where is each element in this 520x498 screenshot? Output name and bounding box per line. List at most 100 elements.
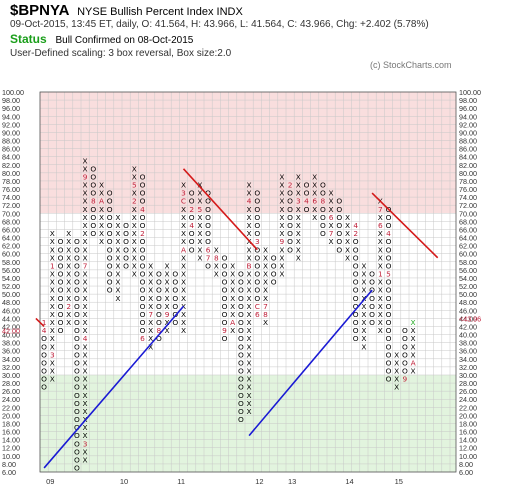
- o-mark: O: [386, 213, 392, 222]
- index-name: NYSE Bullish Percent Index: [77, 6, 214, 18]
- o-mark: O: [140, 221, 146, 230]
- x-mark: X: [50, 342, 55, 351]
- y-tick-label-right: 38.00: [459, 339, 477, 348]
- month-mark: 2: [189, 205, 194, 214]
- x-mark: X: [411, 318, 416, 327]
- x-mark: X: [394, 350, 399, 359]
- o-mark: O: [254, 229, 260, 238]
- o-mark: O: [287, 229, 293, 238]
- x-mark: X: [148, 278, 153, 287]
- month-mark: 4: [42, 326, 47, 335]
- o-mark: O: [189, 245, 195, 254]
- x-mark: X: [279, 181, 284, 190]
- o-mark: O: [353, 261, 359, 270]
- x-mark: X: [197, 213, 202, 222]
- o-mark: O: [140, 189, 146, 198]
- x-mark: X: [50, 294, 55, 303]
- x-mark: X: [83, 407, 88, 416]
- x-mark: X: [181, 205, 186, 214]
- y-tick-label-right: 56.00: [459, 266, 477, 275]
- o-mark: O: [205, 213, 211, 222]
- o-mark: O: [74, 245, 80, 254]
- o-mark: O: [107, 189, 113, 198]
- x-mark: X: [181, 294, 186, 303]
- month-mark: 4: [140, 205, 145, 214]
- o-mark: O: [238, 383, 244, 392]
- o-mark: O: [58, 245, 64, 254]
- x-mark: X: [83, 455, 88, 464]
- o-mark: O: [74, 302, 80, 311]
- x-mark: X: [247, 181, 252, 190]
- y-tick-label-right: 58.00: [459, 258, 477, 267]
- x-mark: X: [394, 367, 399, 376]
- o-mark: O: [386, 278, 392, 287]
- x-mark: X: [165, 318, 170, 327]
- o-mark: O: [41, 358, 47, 367]
- x-mark: X: [115, 245, 120, 254]
- x-mark: X: [411, 334, 416, 343]
- month-mark: A: [99, 197, 104, 206]
- x-mark: X: [50, 326, 55, 335]
- o-mark: O: [353, 253, 359, 262]
- y-tick-label-left: 6.00: [2, 468, 16, 477]
- o-mark: O: [74, 375, 80, 384]
- x-mark: X: [378, 318, 383, 327]
- y-tick-label-left: 20.00: [2, 411, 20, 420]
- x-mark: X: [50, 310, 55, 319]
- month-mark: 8: [157, 326, 162, 335]
- x-mark: X: [83, 189, 88, 198]
- x-mark: X: [83, 270, 88, 279]
- x-mark: X: [165, 302, 170, 311]
- o-mark: O: [386, 221, 392, 230]
- o-mark: O: [353, 302, 359, 311]
- y-tick-label-left: 12.00: [2, 444, 20, 453]
- y-tick-label-right: 90.00: [459, 128, 477, 137]
- x-mark: X: [247, 399, 252, 408]
- y-tick-label-right: 98.00: [459, 96, 477, 105]
- o-mark: O: [222, 334, 228, 343]
- o-mark: O: [74, 407, 80, 416]
- o-mark: O: [336, 221, 342, 230]
- o-mark: O: [140, 237, 146, 246]
- o-mark: O: [90, 229, 96, 238]
- o-mark: O: [336, 229, 342, 238]
- chart-name: NYSE Bullish Percent Index INDX: [77, 6, 243, 18]
- o-mark: O: [287, 221, 293, 230]
- o-mark: O: [90, 181, 96, 190]
- month-mark: 7: [206, 253, 211, 262]
- x-mark: X: [132, 172, 137, 181]
- y-tick-label-left: 86.00: [2, 145, 20, 154]
- o-mark: O: [386, 375, 392, 384]
- x-mark: X: [181, 229, 186, 238]
- x-mark: X: [279, 253, 284, 262]
- y-tick-label-right: 70.00: [459, 209, 477, 218]
- o-mark: O: [386, 326, 392, 335]
- o-mark: O: [140, 172, 146, 181]
- y-tick-label-right: 14.00: [459, 436, 477, 445]
- o-mark: O: [222, 294, 228, 303]
- o-mark: O: [74, 383, 80, 392]
- o-mark: O: [254, 197, 260, 206]
- y-tick-label-right: 66.00: [459, 225, 477, 234]
- x-mark: X: [378, 245, 383, 254]
- o-mark: O: [254, 189, 260, 198]
- chart-symbol-line: $BPNYA NYSE Bullish Percent Index INDX: [10, 2, 243, 19]
- o-mark: O: [254, 245, 260, 254]
- y-tick-label-right: 20.00: [459, 411, 477, 420]
- x-mark: X: [83, 229, 88, 238]
- month-mark: B: [247, 261, 252, 270]
- o-mark: O: [336, 197, 342, 206]
- x-mark: X: [66, 310, 71, 319]
- x-mark: X: [83, 278, 88, 287]
- o-mark: O: [238, 350, 244, 359]
- x-mark: X: [132, 189, 137, 198]
- x-mark: X: [361, 278, 366, 287]
- x-mark: X: [345, 221, 350, 230]
- o-mark: O: [386, 350, 392, 359]
- o-mark: O: [336, 245, 342, 254]
- o-mark: O: [369, 278, 375, 287]
- x-mark: X: [296, 253, 301, 262]
- o-mark: O: [320, 213, 326, 222]
- o-mark: O: [123, 221, 129, 230]
- x-mark: X: [181, 286, 186, 295]
